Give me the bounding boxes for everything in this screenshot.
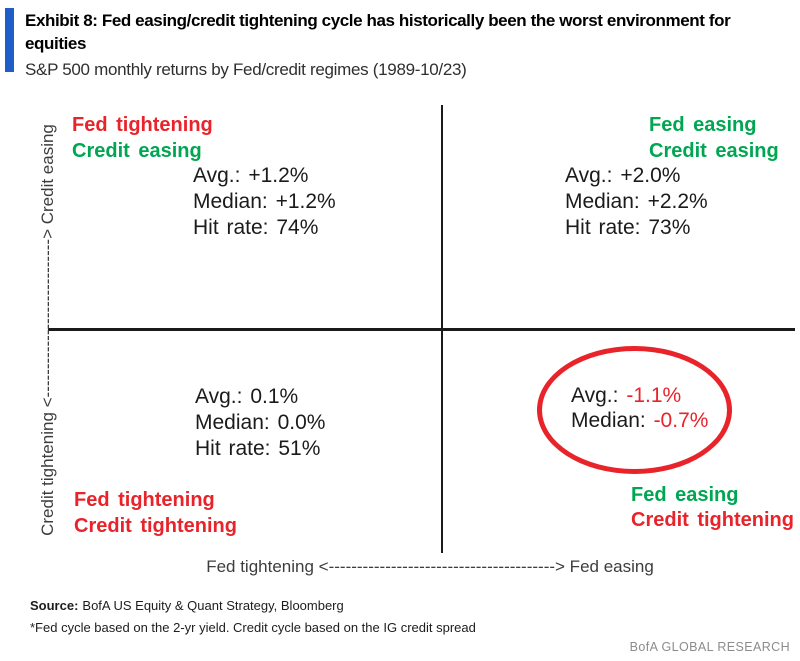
y-axis-label: Credit tightening <---------------------… <box>38 124 57 536</box>
stat-hit-rate: Hit rate: 51% <box>195 437 321 460</box>
exhibit-subtitle: S&P 500 monthly returns by Fed/credit re… <box>25 60 467 79</box>
stat-median: Median: -0.7% <box>571 409 709 432</box>
stats-bottom-left: Avg.: 0.1% Median: 0.0% Hit rate: 51% <box>195 384 325 462</box>
stat-median: Median: +1.2% <box>193 190 336 213</box>
stat-avg: Avg.: -1.1% <box>571 384 682 407</box>
footnote: *Fed cycle based on the 2-yr yield. Cred… <box>30 620 476 635</box>
quadrant-label-top-right: Fed easing Credit easing <box>649 112 779 164</box>
stats-top-right: Avg.: +2.0% Median: +2.2% Hit rate: 73% <box>565 163 708 241</box>
stat-hit-rate: Hit rate: 74% <box>193 216 319 239</box>
x-axis-label: Fed tightening <------------------------… <box>206 557 654 576</box>
stat-median: Median: +2.2% <box>565 190 708 213</box>
quadrant-label-bottom-left: Fed tightening Credit tightening <box>74 487 237 539</box>
credit-regime-label: Credit tightening <box>631 509 794 531</box>
source-label: Source: <box>30 598 79 613</box>
fed-regime-label: Fed easing <box>649 114 757 136</box>
credit-regime-label: Credit tightening <box>74 515 237 537</box>
stat-hit-rate: Hit rate: 73% <box>565 216 691 239</box>
stat-median: Median: 0.0% <box>195 411 326 434</box>
stat-avg: Avg.: +2.0% <box>565 164 681 187</box>
credit-regime-label: Credit easing <box>649 140 779 162</box>
highlight-circle <box>537 346 732 474</box>
quadrant-label-top-left: Fed tightening Credit easing <box>72 112 213 164</box>
credit-regime-label: Credit easing <box>72 140 202 162</box>
stats-bottom-right: Avg.: -1.1% Median: -0.7% <box>571 383 708 433</box>
horizontal-axis-line <box>48 328 795 331</box>
fed-regime-label: Fed tightening <box>72 114 213 136</box>
stat-avg: Avg.: 0.1% <box>195 385 299 408</box>
exhibit-accent-bar <box>5 8 14 72</box>
source-text: BofA US Equity & Quant Strategy, Bloombe… <box>82 598 344 613</box>
quadrant-label-bottom-right: Fed easing Credit tightening <box>631 483 794 533</box>
stats-top-left: Avg.: +1.2% Median: +1.2% Hit rate: 74% <box>193 163 336 241</box>
source-line: Source: BofA US Equity & Quant Strategy, … <box>30 598 344 613</box>
fed-regime-label: Fed tightening <box>74 489 215 511</box>
exhibit-title: Exhibit 8: Fed easing/credit tightening … <box>25 11 731 53</box>
brand-mark: BofA GLOBAL RESEARCH <box>629 640 790 654</box>
stat-avg: Avg.: +1.2% <box>193 164 309 187</box>
fed-regime-label: Fed easing <box>631 484 739 506</box>
